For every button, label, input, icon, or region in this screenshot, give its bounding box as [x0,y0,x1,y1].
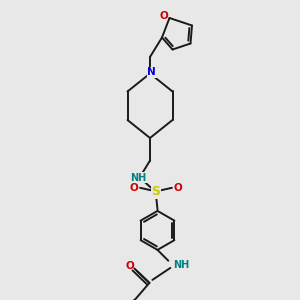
Text: O: O [126,261,135,271]
Text: NH: NH [130,173,146,183]
Text: O: O [160,11,169,21]
Text: S: S [152,185,160,198]
Text: N: N [147,67,156,77]
Text: O: O [173,183,182,193]
Text: O: O [130,183,139,193]
Text: NH: NH [173,260,189,270]
